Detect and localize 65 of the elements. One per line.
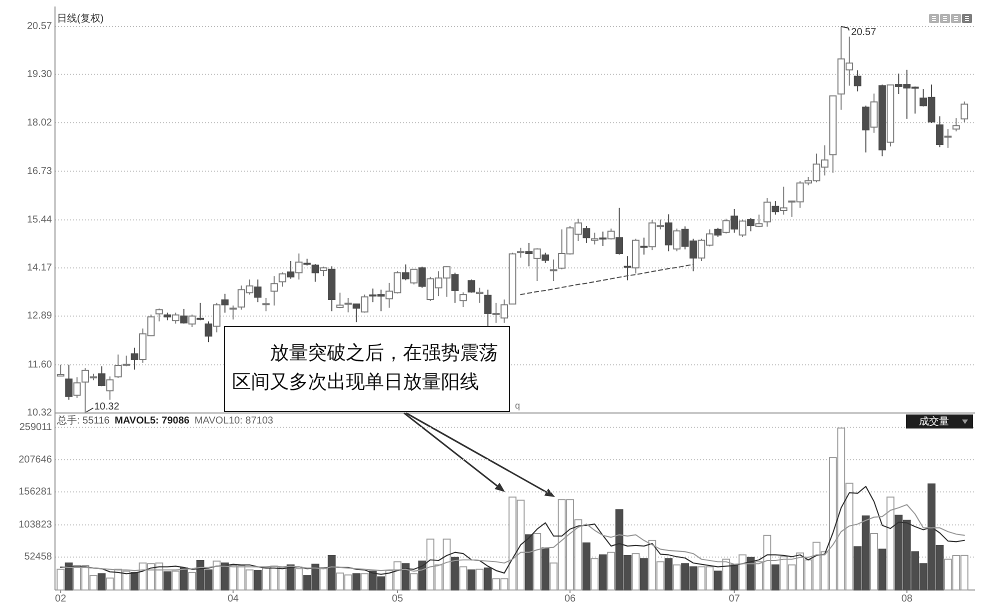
y-tick-label: 259011 bbox=[19, 422, 52, 434]
bar bbox=[870, 533, 878, 590]
bar bbox=[541, 547, 550, 590]
annotation: q bbox=[515, 400, 520, 410]
y-tick-label: 52458 bbox=[24, 552, 52, 563]
y-tick-label: 156281 bbox=[18, 486, 52, 498]
y-tick-label: 18.02 bbox=[26, 117, 52, 128]
bar bbox=[598, 554, 607, 590]
x-tick-label: 04 bbox=[228, 594, 240, 605]
bar bbox=[98, 573, 106, 590]
bar bbox=[459, 566, 468, 590]
bar bbox=[590, 558, 599, 590]
bar bbox=[188, 572, 196, 590]
bar bbox=[484, 568, 492, 590]
bar bbox=[672, 564, 681, 590]
line-series bbox=[60, 486, 965, 575]
y-tick-label: 14.17 bbox=[26, 262, 52, 274]
bar bbox=[582, 542, 590, 590]
bar bbox=[640, 558, 648, 590]
y-tick-label: 16.73 bbox=[26, 166, 52, 177]
annotation: MAVOL5: 79086 bbox=[114, 416, 190, 427]
bar bbox=[163, 571, 172, 590]
x-tick-label: 05 bbox=[392, 594, 404, 605]
y-tick-label: 103823 bbox=[18, 519, 52, 530]
y-tick-label: 12.89 bbox=[26, 310, 52, 322]
x-tick-label: 07 bbox=[728, 594, 740, 605]
bar bbox=[632, 553, 640, 590]
bar bbox=[476, 568, 484, 590]
y-tick-label: 11.60 bbox=[28, 359, 52, 370]
bar bbox=[524, 534, 533, 590]
annotation: MAVOL10: 87103 bbox=[194, 416, 274, 427]
annotation: 20.57 bbox=[851, 27, 877, 38]
bar bbox=[607, 552, 616, 590]
y-tick-label: 20.57 bbox=[26, 21, 52, 32]
annotation: 日线(复权) bbox=[57, 12, 104, 25]
bar bbox=[418, 560, 426, 590]
bar bbox=[180, 568, 188, 590]
bar bbox=[286, 564, 295, 590]
bar bbox=[352, 573, 360, 590]
y-tick-label: 19.30 bbox=[26, 69, 52, 80]
x-tick-label: 08 bbox=[901, 594, 913, 605]
annotation: 10.32 bbox=[94, 402, 120, 413]
bar bbox=[771, 564, 780, 590]
y-tick-label: 15.44 bbox=[26, 214, 52, 226]
x-tick-label: 02 bbox=[55, 594, 67, 605]
bar bbox=[878, 548, 886, 590]
y-tick-label: 10.32 bbox=[26, 408, 52, 419]
annotation: 总手: 55116 bbox=[56, 414, 110, 427]
annotation: 成交量 bbox=[919, 416, 949, 428]
bar bbox=[730, 564, 738, 590]
y-tick-label: 207646 bbox=[18, 454, 52, 466]
bar bbox=[714, 570, 722, 590]
bar bbox=[254, 570, 262, 590]
x-tick-label: 06 bbox=[564, 594, 576, 605]
bar bbox=[360, 573, 369, 590]
annotation: 放量突破之后，在强势震荡区间又多次出现单日放量阳线 bbox=[224, 326, 510, 412]
bar bbox=[64, 562, 73, 590]
bar bbox=[451, 556, 459, 590]
bar bbox=[130, 572, 139, 590]
bar bbox=[402, 563, 410, 590]
bar bbox=[220, 562, 229, 590]
bar bbox=[328, 554, 336, 590]
bar bbox=[467, 569, 476, 590]
line-series bbox=[520, 264, 694, 296]
bar bbox=[664, 558, 673, 590]
